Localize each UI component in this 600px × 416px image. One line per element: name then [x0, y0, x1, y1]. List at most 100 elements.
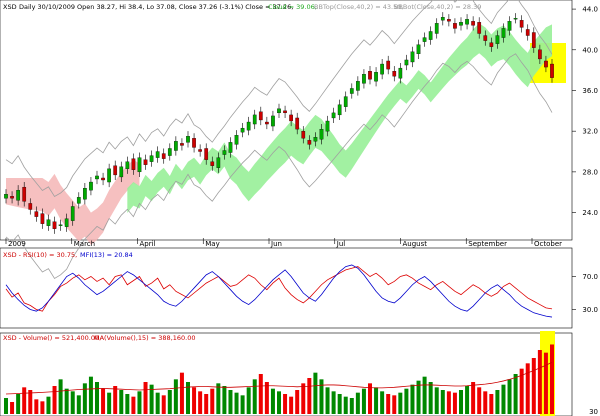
volume-bar	[82, 383, 87, 414]
volume-ma-line	[5, 361, 553, 395]
volume-bar	[537, 350, 542, 414]
volume-bar	[501, 384, 506, 414]
candle-body	[434, 23, 439, 34]
volume-bar	[10, 402, 15, 414]
price-ytick-label: 24.0	[582, 209, 598, 217]
month-label: April	[140, 240, 156, 248]
volume-bar	[240, 395, 245, 414]
candle-body	[95, 175, 99, 180]
candle-body	[155, 151, 160, 158]
candle-body	[374, 72, 378, 82]
candle-body	[228, 142, 233, 153]
volume-bar	[452, 392, 457, 414]
volume-bar	[52, 386, 57, 414]
candle-body	[16, 190, 20, 201]
volume-bar	[258, 374, 263, 414]
volume-bar	[107, 392, 112, 414]
candle-body	[52, 221, 57, 229]
volume-bar	[337, 394, 342, 414]
candle-body	[252, 114, 257, 125]
volume-bar	[34, 399, 39, 414]
volume-bar	[161, 395, 166, 414]
volume-bar	[525, 363, 530, 414]
volume-bar	[16, 394, 21, 414]
volume-bar	[440, 390, 445, 414]
volume-bar	[325, 387, 330, 414]
candle-body	[386, 60, 391, 70]
volume-bar	[307, 378, 312, 414]
price-header-main: Daily 30/10/2009 Open 38.27, Hi 38.4, Lo…	[19, 3, 293, 11]
candle-body	[416, 44, 421, 55]
candle-body	[283, 110, 287, 114]
volume-bar	[477, 387, 482, 414]
candle-body	[161, 153, 166, 159]
candle-body	[143, 159, 148, 165]
volume-label: XSD - Volume() = 521,400.00,	[3, 334, 101, 342]
candle-body	[186, 136, 190, 143]
volume-bar	[270, 388, 275, 414]
volume-bar	[550, 344, 554, 414]
volume-bar	[46, 396, 51, 414]
candle-body	[277, 108, 281, 114]
month-label: Jul	[336, 240, 346, 248]
bollinger-bottom	[5, 53, 553, 279]
candle-body	[459, 22, 463, 26]
candle-body	[265, 121, 269, 125]
candle-body	[453, 23, 457, 29]
candle-body	[440, 17, 445, 21]
volume-bar	[434, 387, 439, 414]
volume-bar	[331, 391, 336, 414]
candle-body	[349, 88, 354, 94]
volume-bar	[386, 394, 391, 414]
volume-bar	[374, 387, 379, 414]
rsi-panel-frame	[0, 247, 573, 329]
volume-bar	[489, 394, 494, 414]
candle-body	[422, 37, 427, 42]
candle-body	[550, 63, 554, 78]
candle-body	[101, 177, 105, 181]
candle-body	[76, 197, 81, 204]
price-ytick-label: 44.0	[582, 6, 598, 14]
volume-bar	[198, 391, 203, 414]
volume-bar	[119, 390, 124, 414]
candle-body	[380, 63, 384, 75]
volume-bar	[64, 388, 69, 414]
rsi-ytick-label: 70.0	[582, 273, 598, 281]
candle-body	[525, 29, 530, 36]
candle-body	[70, 206, 75, 221]
volume-bar	[422, 376, 427, 414]
candle-body	[392, 70, 397, 77]
candle-body	[295, 117, 300, 130]
candle-body	[10, 196, 14, 199]
volume-bar	[428, 382, 433, 414]
candle-body	[28, 203, 33, 210]
volume-bar	[216, 383, 221, 414]
volume-bar	[228, 390, 233, 414]
volume-bar	[222, 386, 227, 414]
candle-body	[483, 35, 488, 41]
volume-bar	[70, 391, 75, 414]
volume-bar	[246, 387, 251, 414]
volume-bar	[355, 392, 360, 414]
candle-body	[356, 81, 360, 91]
volume-bar	[446, 391, 451, 414]
candle-body	[246, 121, 251, 131]
candle-body	[46, 219, 51, 226]
ma-label: MA(Volume(),15) = 388,160.00	[94, 334, 196, 342]
candle-body	[362, 74, 366, 84]
volume-bar	[252, 379, 257, 414]
volume-bar	[343, 396, 348, 414]
volume-bar	[76, 395, 81, 414]
candle-body	[216, 157, 221, 168]
candle-body	[428, 31, 433, 40]
price-ytick-label: 28.0	[582, 168, 598, 176]
candle-body	[137, 157, 142, 173]
mfi-line	[5, 264, 553, 318]
volume-bar	[313, 372, 318, 414]
volume-bar	[361, 388, 366, 414]
candle-body	[313, 137, 318, 142]
volume-bar	[58, 379, 63, 414]
volume-ytick-label: 30	[589, 408, 598, 416]
